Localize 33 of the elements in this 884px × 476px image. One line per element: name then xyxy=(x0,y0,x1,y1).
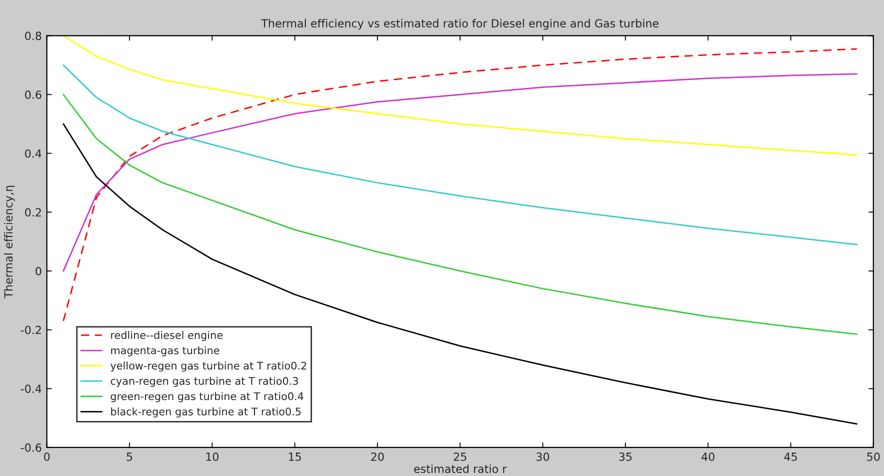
y-axis-title: Thermal efficiency,η xyxy=(4,186,15,298)
x-axis-title: estimated ratio r xyxy=(414,464,507,474)
legend-label: green-regen gas turbine at T ratio0.4 xyxy=(110,392,304,402)
x-tick-label: 35 xyxy=(619,452,632,461)
x-tick-label: 40 xyxy=(702,452,714,461)
y-tick-label: -0.2 xyxy=(20,326,41,334)
line-series xyxy=(62,48,858,322)
legend-label: cyan-regen gas turbine at T ratio0.3 xyxy=(110,376,298,387)
y-tick-label: 0.2 xyxy=(25,208,41,217)
legend-label: black-regen gas turbine at T ratio0.5 xyxy=(111,407,301,418)
y-tick-label: -0.6 xyxy=(20,443,42,452)
legend-label: redline--diesel engine xyxy=(111,330,223,342)
line-series xyxy=(62,36,858,156)
x-tick-label: 45 xyxy=(784,452,797,461)
x-tick-label: 10 xyxy=(206,452,218,461)
line-series xyxy=(62,123,858,425)
legend-label: yellow-regen gas turbine at T ratio0.2 xyxy=(110,362,306,372)
x-tick-label: 15 xyxy=(288,452,301,461)
x-tick-label: 30 xyxy=(536,452,550,461)
y-tick-label: 0 xyxy=(36,266,42,276)
chart-title: Thermal efficiency vs estimated ratio for Diesel engine and Gas turbine xyxy=(261,18,659,30)
x-tick-label: 5 xyxy=(126,452,132,461)
x-tick-label: 50 xyxy=(867,452,880,461)
line-series xyxy=(62,73,858,272)
y-tick-label: 0.8 xyxy=(25,32,42,40)
x-tick-label: 0 xyxy=(44,452,50,461)
y-tick-label: -0.4 xyxy=(20,384,42,393)
x-tick-label: 25 xyxy=(454,452,466,461)
y-tick-label: 0.6 xyxy=(25,90,42,99)
legend-label: magenta-gas turbine xyxy=(111,346,220,356)
y-tick-label: 0.4 xyxy=(25,149,42,158)
line-series xyxy=(62,64,858,246)
x-tick-label: 20 xyxy=(371,452,384,461)
